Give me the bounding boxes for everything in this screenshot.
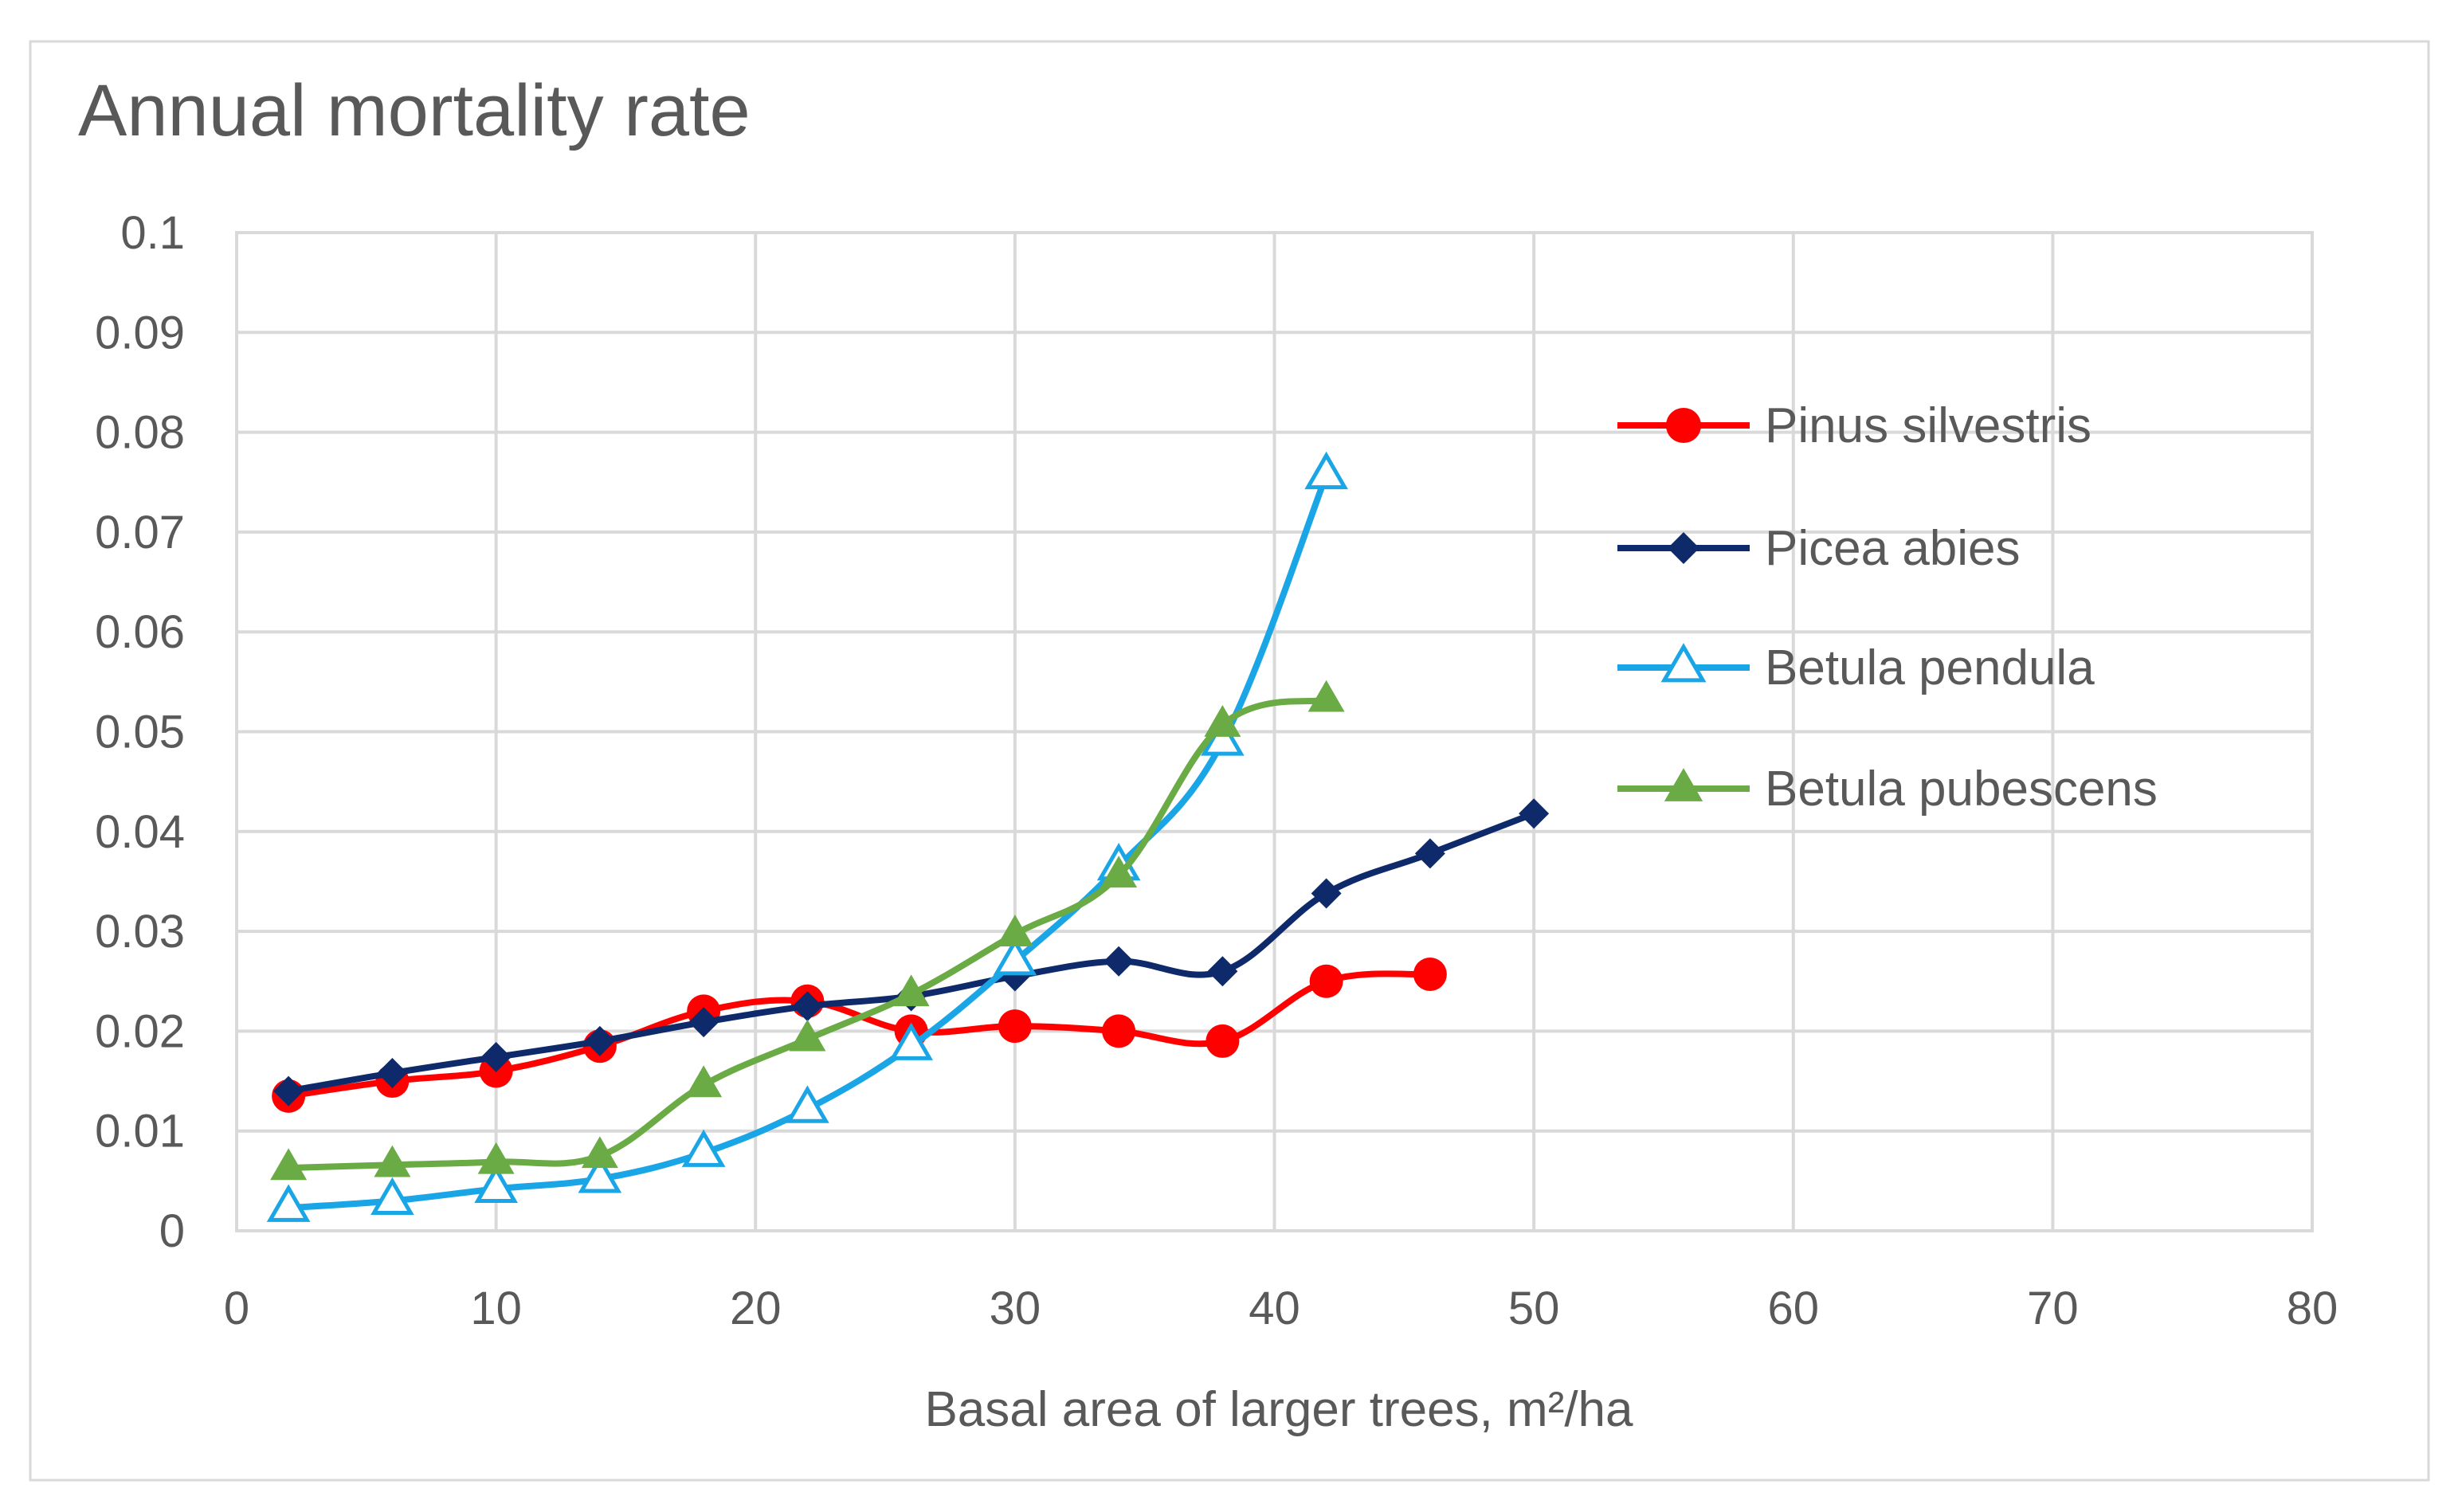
legend-marker-picea-abies [1668, 532, 1699, 564]
x-tick-label: 60 [1767, 1283, 1819, 1334]
series-betula-pendula [266, 451, 1348, 1222]
data-point-betula-pendula [1304, 451, 1348, 490]
data-point-picea-abies [1207, 956, 1238, 987]
y-tick-label: 0.03 [95, 906, 185, 958]
y-axis-tick-labels: 0 0.01 0.02 0.03 0.04 0.05 0.06 0.07 0.08 0.09 0.1 [95, 207, 185, 1257]
x-tick-label: 30 [990, 1283, 1041, 1334]
data-point-pinus-silvestris [1205, 1024, 1240, 1058]
data-point-betula-pubescens [1204, 705, 1241, 737]
data-point-picea-abies [377, 1058, 408, 1089]
plot-area-border [235, 231, 2314, 1232]
data-point-picea-abies [1104, 946, 1135, 977]
x-tick-label: 50 [1508, 1283, 1560, 1334]
legend-label: Pinus silvestris [1765, 398, 2091, 453]
y-tick-label: 0.08 [95, 407, 185, 459]
data-point-betula-pubescens [374, 1145, 411, 1177]
series-line-betula-pubescens [285, 696, 1330, 1172]
data-point-betula-pubescens [892, 974, 930, 1007]
y-tick-label: 0.02 [95, 1005, 185, 1057]
legend-item-pinus-silvestris: Pinus silvestris [1617, 398, 2091, 453]
y-tick-label: 0.05 [95, 707, 185, 758]
data-point-picea-abies [273, 1075, 304, 1107]
data-point-betula-pubescens [789, 1019, 826, 1052]
data-point-betula-pubescens [1307, 680, 1345, 712]
y-tick-label: 0.01 [95, 1106, 185, 1158]
legend: Pinus silvestris Picea abies Betula pendul… [1617, 398, 2158, 817]
data-point-picea-abies [1519, 798, 1550, 829]
data-point-pinus-silvestris [1309, 964, 1343, 998]
y-tick-label: 0 [159, 1205, 185, 1257]
legend-item-betula-pubescens: Betula pubescens [1617, 762, 2158, 817]
data-point-betula-pubescens [685, 1065, 723, 1098]
y-tick-label: 0.09 [95, 307, 185, 358]
data-point-betula-pubescens [996, 915, 1033, 946]
data-point-betula-pubescens [270, 1148, 308, 1181]
data-point-betula-pendula [993, 937, 1037, 976]
series-betula-pubescens [270, 680, 1345, 1181]
series-layer [266, 451, 1550, 1222]
legend-marker-betula-pendula [1660, 643, 1707, 683]
data-point-pinus-silvestris [1102, 1014, 1136, 1048]
legend-label: Betula pendula [1765, 640, 2095, 695]
data-point-betula-pendula [786, 1085, 829, 1123]
data-point-betula-pendula [266, 1184, 311, 1222]
data-point-betula-pendula [681, 1129, 726, 1167]
data-point-picea-abies [1414, 838, 1445, 869]
data-point-picea-abies [480, 1041, 512, 1072]
data-point-betula-pendula [889, 1022, 933, 1060]
x-tick-label: 80 [2287, 1283, 2338, 1334]
chart-frame [29, 40, 2430, 1482]
data-point-picea-abies [688, 1007, 719, 1038]
data-point-pinus-silvestris [1413, 957, 1447, 991]
data-point-betula-pendula [474, 1165, 518, 1204]
x-tick-label: 20 [730, 1283, 782, 1334]
legend-label: Betula pubescens [1765, 762, 2158, 817]
data-point-betula-pendula [578, 1155, 622, 1193]
legend-marker-pinus-silvestris [1665, 407, 1702, 444]
chart-title: Annual mortality rate [78, 70, 751, 151]
y-tick-label: 0.06 [95, 606, 185, 658]
x-tick-label: 0 [224, 1283, 249, 1334]
y-tick-label: 0.04 [95, 806, 185, 858]
x-axis-tick-labels: 0 10 20 30 40 50 60 70 80 [224, 1283, 2338, 1334]
y-tick-label: 0.07 [95, 507, 185, 558]
x-tick-label: 10 [470, 1283, 522, 1334]
x-axis-label: Basal area of larger trees, m²/ha [924, 1382, 1633, 1437]
legend-marker-betula-pubescens [1664, 768, 1703, 801]
legend-item-picea-abies: Picea abies [1617, 521, 2021, 576]
data-point-picea-abies [792, 991, 823, 1022]
data-point-pinus-silvestris [998, 1009, 1032, 1044]
data-point-picea-abies [1311, 878, 1342, 909]
legend-item-betula-pendula: Betula pendula [1617, 640, 2095, 695]
x-tick-label: 70 [2027, 1283, 2079, 1334]
data-point-betula-pubescens [1100, 856, 1138, 888]
data-point-betula-pubescens [477, 1142, 515, 1174]
data-point-betula-pendula [370, 1177, 414, 1216]
data-point-betula-pubescens [581, 1136, 618, 1169]
x-tick-label: 40 [1249, 1283, 1300, 1334]
legend-label: Picea abies [1765, 521, 2021, 576]
y-tick-label: 0.1 [120, 207, 185, 259]
data-point-picea-abies [584, 1025, 615, 1056]
